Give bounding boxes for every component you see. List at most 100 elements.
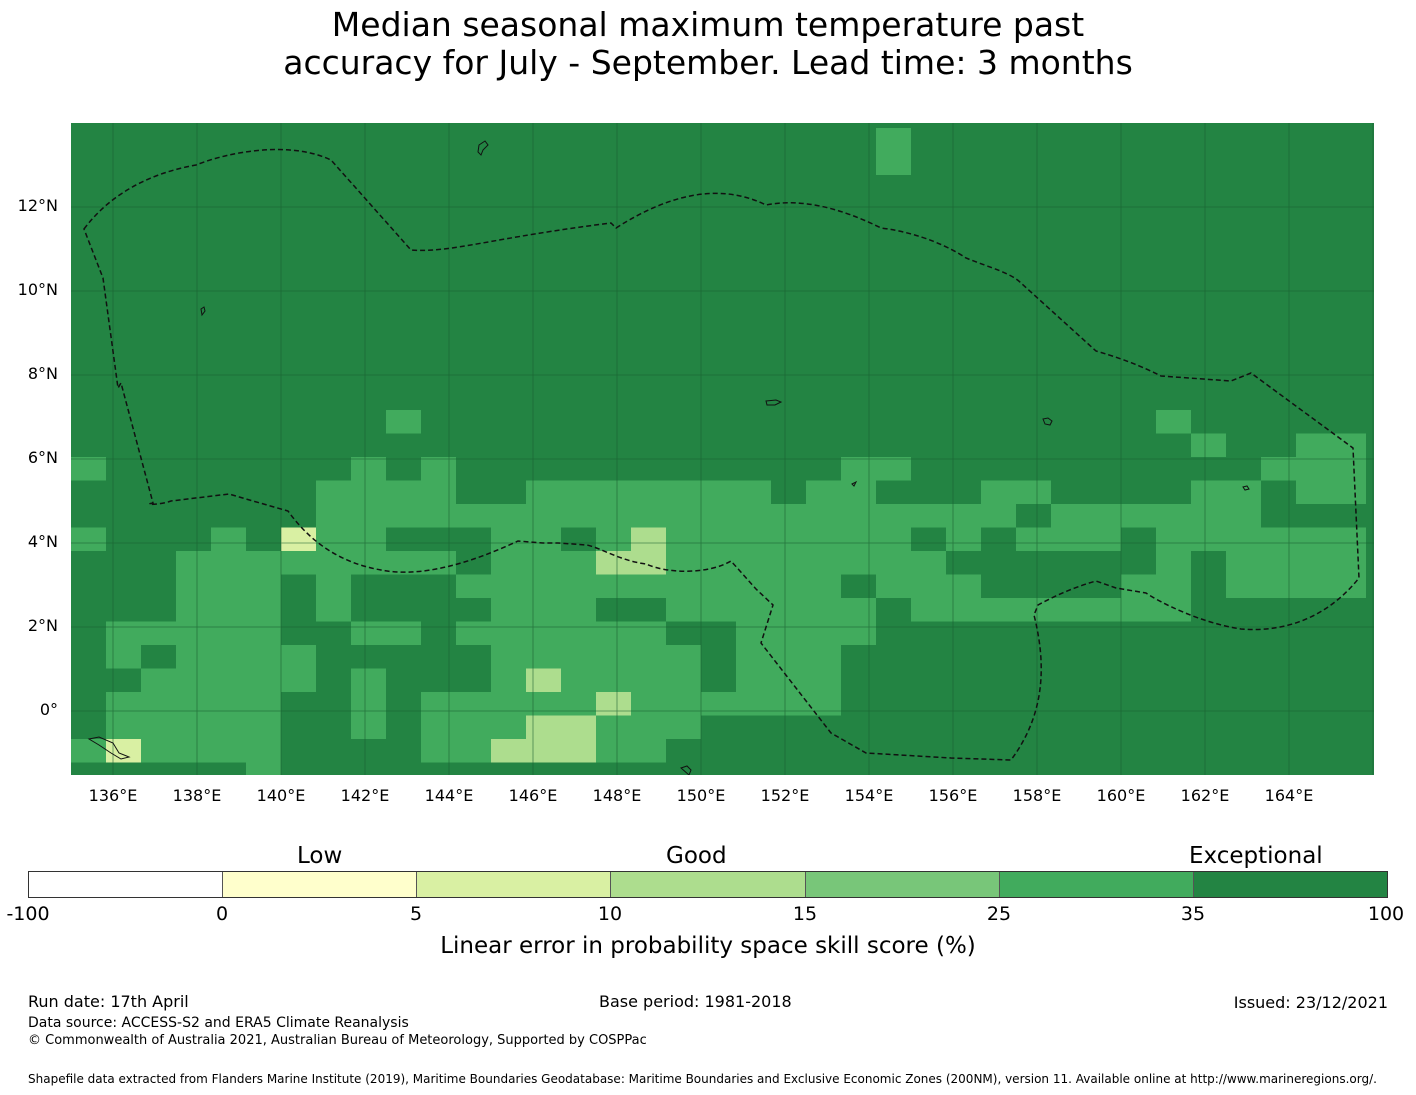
skill-cell (771, 504, 1226, 528)
skill-cell (71, 457, 106, 481)
skill-map (71, 123, 1374, 775)
skill-cell (876, 128, 911, 175)
skill-cell (106, 668, 141, 692)
lon-label: 144°E (424, 786, 474, 805)
colorbar-segment (805, 872, 1000, 897)
lon-label: 136°E (88, 786, 138, 805)
skill-cell (1016, 504, 1051, 528)
skill-cell (561, 527, 596, 551)
skill-cell (281, 739, 351, 775)
map-title: Median seasonal maximum temperature past… (0, 6, 1416, 82)
lon-label: 140°E (256, 786, 306, 805)
colorbar-tick: 15 (792, 903, 818, 925)
lon-label: 164°E (1264, 786, 1314, 805)
category-good: Good (666, 843, 727, 869)
lat-label: 10°N (17, 280, 58, 299)
skill-cell (71, 668, 106, 692)
lon-label: 148°E (592, 786, 642, 805)
skill-cell (526, 480, 736, 504)
lon-label: 146°E (508, 786, 558, 805)
skill-cell (281, 574, 316, 622)
colorbar-segment (417, 872, 612, 897)
skill-cell (631, 692, 736, 716)
skill-cells (71, 128, 1366, 775)
skill-cell (456, 598, 491, 622)
data-source: Data source: ACCESS-S2 and ERA5 Climate … (28, 1015, 409, 1031)
issued-date: Issued: 23/12/2021 (1233, 993, 1388, 1012)
skill-cell (386, 410, 421, 434)
skill-cell (631, 527, 666, 575)
colorbar-segment (999, 872, 1194, 897)
island-outline (87, 736, 131, 760)
category-low: Low (297, 843, 343, 869)
category-exceptional: Exceptional (1189, 843, 1323, 869)
lon-label: 160°E (1096, 786, 1146, 805)
skill-cell (1191, 480, 1261, 528)
title-line-2: accuracy for July - September. Lead time… (283, 43, 1133, 82)
skill-cell (106, 739, 141, 763)
skill-cell (281, 621, 316, 645)
graticule (71, 123, 1374, 775)
lon-label: 138°E (172, 786, 222, 805)
colorbar-segment (611, 872, 806, 897)
lon-label: 156°E (928, 786, 978, 805)
colorbar-tick: 10 (597, 903, 623, 925)
skill-cell (1261, 457, 1296, 481)
islands (87, 140, 1250, 775)
lon-label: 142°E (340, 786, 390, 805)
skill-cell (981, 527, 1016, 551)
lat-label: 12°N (17, 196, 58, 215)
colorbar-segment (223, 872, 418, 897)
skill-cell (1296, 527, 1366, 598)
shapefile-credit: Shapefile data extracted from Flanders M… (28, 1072, 1377, 1086)
skill-cell (526, 715, 596, 763)
run-date: Run date: 17th April (28, 992, 189, 1011)
island-outline (1242, 485, 1250, 491)
skill-cell (806, 480, 876, 504)
skill-cell (316, 480, 421, 504)
skill-cell (526, 668, 561, 692)
island-outline (765, 399, 783, 406)
map-canvas (71, 123, 1374, 775)
skill-cell (281, 527, 316, 551)
skill-cell (981, 574, 1121, 598)
colorbar-tick: 35 (1180, 903, 1206, 925)
island-outline (477, 140, 489, 156)
island-outline (1042, 417, 1053, 426)
skill-cell (841, 574, 876, 598)
skill-cell (421, 457, 456, 504)
colorbar-tick: -100 (6, 903, 50, 925)
lon-label: 158°E (1012, 786, 1062, 805)
skill-cell (351, 739, 421, 775)
lat-label: 8°N (27, 364, 58, 383)
skill-cell (351, 621, 421, 645)
lon-label: 162°E (1180, 786, 1230, 805)
copyright: © Commonwealth of Australia 2021, Austra… (28, 1033, 647, 1048)
skill-cell (246, 762, 281, 775)
skill-cell (491, 739, 526, 763)
title-line-1: Median seasonal maximum temperature past (331, 5, 1085, 44)
skill-cell (596, 692, 631, 716)
lon-label: 154°E (844, 786, 894, 805)
colorbar (28, 871, 1388, 898)
skill-cell (351, 668, 386, 739)
skill-cell (736, 645, 841, 716)
skill-cell (946, 551, 1016, 575)
island-outline (680, 765, 692, 775)
island-outline (851, 480, 858, 487)
lon-label: 150°E (676, 786, 726, 805)
lon-label: 152°E (760, 786, 810, 805)
skill-cell (106, 715, 141, 739)
eez-boundary-palau (83, 148, 1360, 761)
lat-label: 6°N (27, 448, 58, 467)
skill-cell (351, 457, 386, 481)
skill-cell (1156, 410, 1191, 434)
skill-cell (316, 504, 561, 528)
skill-cell (841, 457, 911, 481)
skill-cell (981, 480, 1051, 504)
colorbar-tick: 100 (1367, 903, 1405, 925)
skill-cell (141, 645, 176, 669)
lat-label: 2°N (27, 616, 58, 635)
colorbar-segment (29, 872, 224, 897)
base-period: Base period: 1981-2018 (599, 992, 792, 1011)
